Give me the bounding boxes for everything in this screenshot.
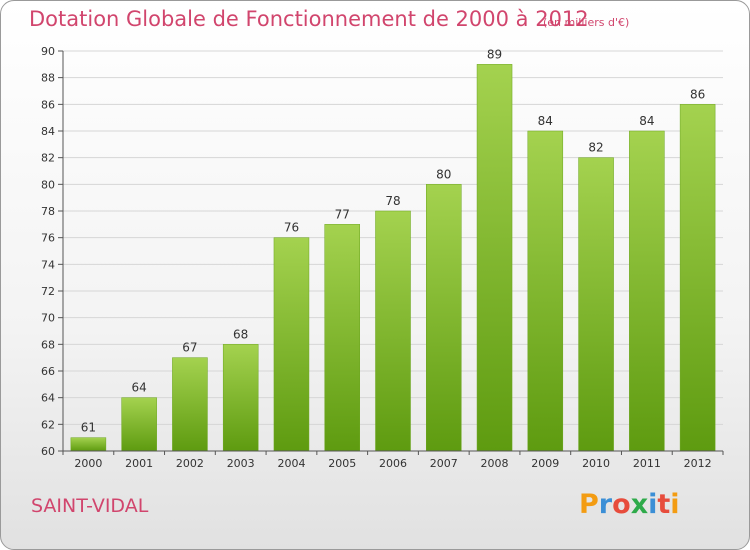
logo-letter: t: [657, 489, 671, 520]
data-label: 84: [538, 114, 553, 128]
chart-title: Dotation Globale de Fonctionnement de 20…: [29, 7, 589, 31]
bar-2009[interactable]: [527, 130, 564, 452]
y-tick-label: 82: [41, 152, 55, 165]
data-label: 61: [81, 421, 96, 435]
y-tick-label: 76: [41, 232, 55, 245]
bar-2012[interactable]: [679, 104, 716, 452]
x-tick-label: 2001: [125, 457, 153, 470]
bar-2005[interactable]: [324, 224, 360, 452]
y-tick-label: 70: [41, 312, 55, 325]
bar-2007[interactable]: [426, 184, 462, 452]
data-label: 84: [639, 114, 654, 128]
y-tick-label: 86: [41, 98, 55, 111]
x-tick-label: 2008: [481, 457, 509, 470]
logo-letter: i: [648, 489, 658, 520]
x-tick-label: 2010: [582, 457, 610, 470]
x-tick-label: 2004: [277, 457, 305, 470]
bar-2010[interactable]: [578, 157, 614, 452]
logo-letter: r: [598, 489, 613, 520]
x-tick-label: 2002: [176, 457, 204, 470]
x-tick-label: 2009: [531, 457, 559, 470]
x-tick-label: 2000: [74, 457, 102, 470]
x-tick-label: 2011: [633, 457, 661, 470]
data-label: 76: [284, 221, 299, 235]
x-tick-label: 2006: [379, 457, 407, 470]
bar-2008[interactable]: [476, 64, 513, 452]
bar-2001[interactable]: [121, 397, 157, 452]
bar-2003[interactable]: [222, 344, 259, 452]
bar-2004[interactable]: [273, 237, 310, 452]
bar-2006[interactable]: [375, 210, 411, 452]
data-label: 68: [233, 327, 248, 341]
data-label: 89: [487, 47, 502, 61]
y-tick-label: 84: [41, 125, 55, 138]
chart-unit: (en milliers d'€): [543, 16, 630, 29]
y-tick-label: 60: [41, 445, 55, 458]
y-tick-label: 74: [41, 258, 55, 271]
y-tick-label: 66: [41, 365, 55, 378]
x-tick-label: 2012: [684, 457, 712, 470]
logo-letter: P: [579, 489, 599, 520]
data-label: 86: [690, 87, 705, 101]
y-tick-label: 80: [41, 178, 55, 191]
y-tick-label: 88: [41, 72, 55, 85]
y-tick-label: 62: [41, 418, 55, 431]
y-tick-label: 68: [41, 338, 55, 351]
logo-letter: i: [670, 489, 680, 520]
bar-2002[interactable]: [172, 357, 208, 452]
logo-letter: x: [630, 489, 649, 520]
data-label: 78: [385, 194, 400, 208]
y-tick-label: 90: [41, 45, 55, 58]
data-label: 80: [436, 167, 451, 181]
data-label: 64: [132, 381, 147, 395]
data-label: 77: [335, 207, 350, 221]
bar-2000[interactable]: [70, 437, 107, 452]
axis-layer: 60 62 64 66 68 70 72 74 76 78 80 82 84 86 88 90 2000 2001…: [41, 45, 724, 470]
data-label: 82: [588, 141, 603, 155]
y-tick-label: 72: [41, 285, 55, 298]
x-tick-label: 2003: [227, 457, 255, 470]
data-label: 67: [182, 341, 197, 355]
x-tick-label: 2007: [430, 457, 458, 470]
proxiti-logo[interactable]: Proxiti: [579, 489, 680, 520]
x-tick-label: 2005: [328, 457, 356, 470]
y-tick-label: 64: [41, 392, 55, 405]
commune-name: SAINT-VIDAL: [31, 495, 149, 517]
logo-letter: o: [612, 489, 631, 520]
bar-layer: 61 64 67 68 76 77 78 80 89 84 82 84 86: [70, 47, 716, 452]
bar-2011[interactable]: [629, 130, 665, 452]
y-tick-label: 78: [41, 205, 55, 218]
